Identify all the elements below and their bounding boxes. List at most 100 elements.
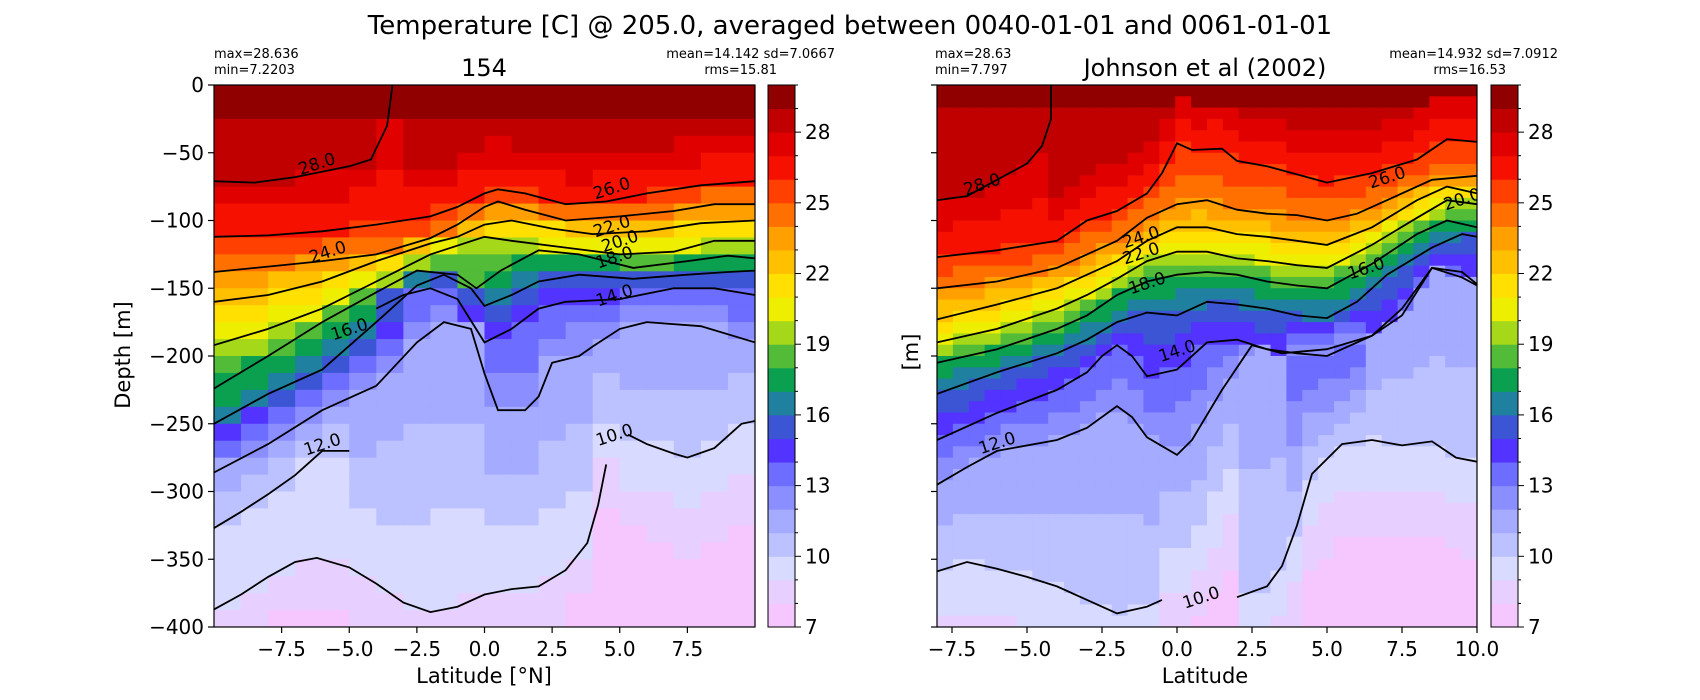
- heatmap-cell: [937, 468, 954, 481]
- heatmap-cell: [937, 367, 954, 380]
- heatmap-cell: [1222, 118, 1240, 131]
- heatmap-cell: [1222, 446, 1240, 459]
- heatmap-cell: [1238, 276, 1256, 289]
- heatmap-cell: [1064, 401, 1081, 414]
- heatmap-cell: [1191, 378, 1208, 391]
- colorbar-swatch: [1491, 226, 1518, 251]
- heatmap-cell: [1191, 615, 1208, 627]
- heatmap-cell: [984, 514, 1002, 526]
- heatmap-cell: [1365, 423, 1383, 436]
- heatmap-cell: [1111, 570, 1129, 583]
- heatmap-cell: [511, 372, 540, 391]
- heatmap-cell: [1349, 85, 1367, 97]
- heatmap-cell: [1207, 367, 1224, 380]
- heatmap-cell: [484, 101, 513, 120]
- heatmap-cell: [1445, 96, 1462, 109]
- heatmap-cell: [1270, 581, 1288, 594]
- heatmap-cell: [1191, 243, 1208, 255]
- heatmap-cell: [1286, 310, 1303, 323]
- heatmap-cell: [984, 288, 1002, 301]
- heatmap-cell: [1349, 141, 1367, 154]
- heatmap-cell: [592, 406, 621, 425]
- heatmap-cell: [1032, 536, 1049, 549]
- heatmap-cell: [430, 288, 459, 306]
- heatmap-cell: [1095, 559, 1113, 572]
- heatmap-cell: [952, 491, 970, 504]
- heatmap-cell: [1000, 288, 1018, 301]
- heatmap-cell: [1254, 197, 1272, 210]
- heatmap-cell: [511, 135, 540, 154]
- heatmap-cell: [1032, 412, 1049, 425]
- heatmap-cell: [1334, 164, 1351, 176]
- heatmap-cell: [1461, 175, 1477, 188]
- heatmap-cell: [1381, 356, 1399, 368]
- heatmap-cell: [457, 254, 486, 272]
- colorbar-tick-label: 10: [1528, 544, 1553, 568]
- heatmap-cell: [1381, 276, 1399, 289]
- heatmap-cell: [565, 389, 594, 408]
- heatmap-cell: [241, 406, 269, 425]
- heatmap-cell: [1318, 615, 1335, 627]
- heatmap-cell: [952, 254, 970, 267]
- heatmap-cell: [1048, 265, 1065, 278]
- heatmap-cell: [1016, 344, 1033, 357]
- heatmap-cell: [646, 356, 675, 374]
- heatmap-cell: [1349, 514, 1367, 526]
- heatmap-cell: [673, 118, 702, 137]
- heatmap-cell: [1079, 570, 1097, 583]
- heatmap-cell: [1397, 367, 1415, 380]
- heatmap-cell: [1238, 344, 1256, 357]
- heatmap-cell: [1270, 209, 1288, 222]
- heatmap-cell: [1286, 547, 1303, 560]
- heatmap-cell: [984, 423, 1002, 436]
- heatmap-cell: [1016, 367, 1033, 380]
- heatmap-cell: [1429, 423, 1446, 436]
- heatmap-cell: [1254, 367, 1272, 380]
- heatmap-cell: [1302, 491, 1319, 504]
- heatmap-cell: [1270, 288, 1288, 301]
- heatmap-cell: [1095, 175, 1113, 188]
- heatmap-cell: [403, 542, 431, 560]
- heatmap-cell: [565, 85, 594, 103]
- heatmap-cell: [1143, 96, 1160, 109]
- heatmap-cell: [1334, 514, 1351, 526]
- heatmap-cell: [1143, 130, 1160, 143]
- heatmap-cell: [1286, 231, 1303, 244]
- heatmap-cell: [1207, 265, 1224, 278]
- heatmap-cell: [1127, 536, 1145, 549]
- heatmap-cell: [376, 339, 404, 357]
- heatmap-cell: [1016, 254, 1033, 267]
- heatmap-cell: [1143, 333, 1160, 346]
- heatmap-cell: [1302, 514, 1319, 526]
- heatmap-cell: [1334, 570, 1351, 583]
- heatmap-cell: [1254, 480, 1272, 493]
- heatmap-cell: [1127, 502, 1145, 515]
- colorbar-tick-label: 22: [805, 262, 830, 286]
- heatmap-cell: [1000, 514, 1018, 526]
- heatmap-cell: [1381, 231, 1399, 244]
- heatmap-cell: [1429, 480, 1446, 493]
- heatmap-cell: [952, 299, 970, 312]
- heatmap-cell: [673, 508, 702, 526]
- heatmap-cell: [1334, 152, 1351, 165]
- heatmap-cell: [376, 85, 404, 103]
- heatmap-cell: [1365, 322, 1383, 335]
- heatmap-cell: [1222, 491, 1240, 504]
- heatmap-cell: [1286, 457, 1303, 470]
- heatmap-cell: [1254, 209, 1272, 222]
- heatmap-cell: [700, 457, 729, 476]
- heatmap-cell: [1000, 107, 1018, 120]
- heatmap-cell: [430, 440, 459, 459]
- heatmap-cell: [646, 491, 675, 510]
- heatmap-cell: [1095, 480, 1113, 493]
- heatmap-cell: [349, 169, 377, 188]
- heatmap-cell: [1207, 389, 1224, 402]
- heatmap-cell: [1381, 322, 1399, 335]
- heatmap-cell: [295, 525, 323, 543]
- heatmap-cell: [1032, 378, 1049, 391]
- heatmap-cell: [1397, 243, 1415, 255]
- heatmap-cell: [1032, 254, 1049, 267]
- heatmap-cell: [1365, 118, 1383, 131]
- heatmap-cell: [1397, 322, 1415, 335]
- heatmap-cell: [376, 220, 404, 239]
